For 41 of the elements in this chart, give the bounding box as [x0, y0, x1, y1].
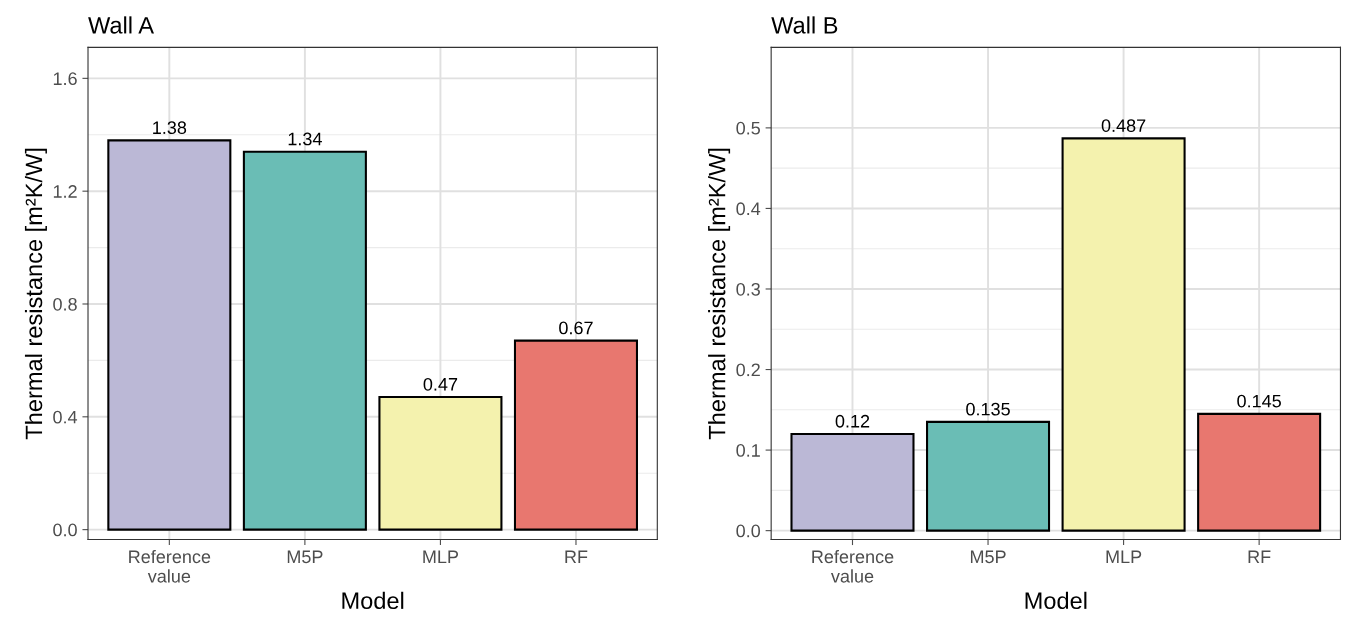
y-tick-label: 0.4 [53, 410, 78, 424]
data-label: 0.135 [966, 402, 1010, 416]
x-tick-label: MLP [1106, 550, 1142, 564]
bar [1197, 412, 1322, 532]
y-tick-label: 0.4 [736, 202, 761, 216]
chart-title: Wall B [771, 16, 838, 34]
data-label: 0.47 [423, 377, 458, 391]
x-tick-label: Reference value [129, 549, 211, 583]
bar [107, 139, 232, 531]
x-axis-title: Model [342, 591, 404, 610]
bar [513, 339, 639, 531]
data-label: 0.145 [1237, 394, 1281, 408]
y-tick-label: 1.6 [53, 72, 77, 86]
x-tick-label: Reference value [812, 549, 894, 583]
y-tick-label: 0.5 [736, 121, 760, 135]
y-tick-label: 0.3 [736, 282, 760, 296]
y-tick-label: 0.8 [53, 297, 77, 311]
data-label: 1.38 [153, 121, 187, 135]
y-tick-label: 0.0 [736, 524, 761, 538]
y-axis-title: Thermal resistance [m²K/W] [708, 148, 731, 440]
data-label: 0.67 [559, 321, 593, 335]
y-tick-label: 0.2 [736, 363, 760, 377]
x-tick-label: MLP [423, 550, 459, 564]
bar [1061, 137, 1186, 532]
y-tick-label: 0.1 [736, 444, 760, 457]
y-tick-label: 0.0 [53, 523, 77, 537]
y-tick-label: 1.2 [53, 185, 77, 198]
data-label: 1.34 [288, 132, 322, 146]
chart-title: Wall A [88, 16, 154, 34]
x-axis-title: Model [1025, 591, 1087, 610]
x-tick-label: RF [1248, 550, 1271, 564]
y-axis-title: Thermal resistance [m²K/W] [24, 148, 47, 440]
bar [378, 396, 503, 531]
bar [926, 420, 1051, 532]
bar [242, 150, 367, 531]
x-tick-label: M5P [970, 550, 1006, 564]
bar [790, 432, 915, 532]
x-tick-label: RF [565, 550, 588, 564]
data-label: 0.487 [1101, 119, 1146, 132]
data-label: 0.12 [835, 414, 870, 428]
x-tick-label: M5P [287, 550, 323, 564]
